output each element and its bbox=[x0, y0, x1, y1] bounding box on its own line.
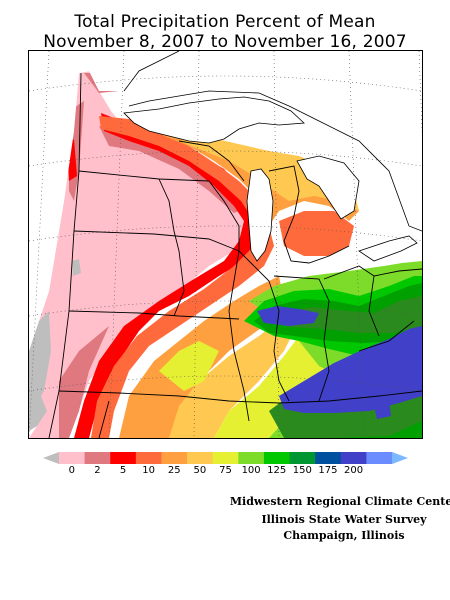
region-200-plus bbox=[257, 306, 319, 326]
upper-left-white bbox=[29, 51, 179, 351]
border-line bbox=[78, 170, 210, 182]
lake-michigan bbox=[247, 169, 273, 261]
legend-below-min-arrow bbox=[43, 452, 59, 464]
legend-color-bin bbox=[289, 452, 316, 464]
legend-colorbar bbox=[43, 452, 408, 464]
graticule-line bbox=[29, 150, 422, 167]
map-subtitle: November 8, 2007 to November 16, 2007 bbox=[43, 32, 407, 52]
legend-tick-label: 0 bbox=[68, 465, 75, 476]
legend-tick-label: 200 bbox=[344, 465, 364, 476]
graticule-line bbox=[193, 51, 200, 438]
border-line bbox=[98, 400, 110, 438]
region-2-5-south bbox=[59, 326, 109, 438]
border-line bbox=[273, 275, 330, 402]
map-canvas bbox=[29, 51, 422, 438]
legend-color-bin bbox=[263, 452, 291, 464]
legend-color-bin bbox=[366, 452, 393, 464]
legend-tick-label: 125 bbox=[267, 465, 287, 476]
color-legend: 0 2 5 10 25 50 75 100 125 150 175 200 bbox=[43, 452, 408, 480]
graticule bbox=[29, 51, 422, 438]
region-200-plus-small bbox=[374, 401, 391, 419]
lower-left-white bbox=[29, 426, 37, 438]
region-10-25-east bbox=[279, 211, 354, 256]
shoreline bbox=[358, 235, 418, 262]
legend-tick-label: 175 bbox=[318, 465, 338, 476]
legend-color-bin bbox=[135, 452, 162, 464]
legend-tick-label: 2 bbox=[94, 465, 101, 476]
region-200-plus-south bbox=[279, 326, 422, 413]
region-missing-left bbox=[29, 311, 51, 416]
legend-tick-label: 100 bbox=[241, 465, 261, 476]
border-line bbox=[48, 72, 82, 438]
region-missing-small bbox=[72, 259, 81, 276]
lake-erie bbox=[359, 236, 417, 261]
region-50-75 bbox=[179, 136, 359, 211]
graticule-line bbox=[273, 51, 280, 438]
graticule-line bbox=[348, 51, 365, 438]
upper-ne-white bbox=[124, 51, 422, 231]
lake-outlines bbox=[123, 51, 422, 262]
precip-field bbox=[29, 71, 422, 438]
border-line bbox=[178, 140, 245, 182]
region-missing-left-low bbox=[29, 396, 47, 431]
border-line bbox=[238, 250, 290, 402]
region-5-10 bbox=[74, 113, 259, 438]
legend-color-bin bbox=[84, 452, 111, 464]
border-line bbox=[358, 320, 415, 352]
legend-tick-label: 75 bbox=[219, 465, 232, 476]
region-50-75-south bbox=[169, 316, 294, 438]
legend-tick-label: 5 bbox=[119, 465, 127, 476]
lake-superior bbox=[124, 97, 304, 143]
graticule-line bbox=[29, 51, 50, 438]
legend-tick-label: 50 bbox=[193, 465, 207, 476]
credit-organization: Midwestern Regional Climate Center bbox=[229, 495, 450, 508]
lakes bbox=[29, 51, 422, 438]
graticule-line bbox=[29, 300, 422, 317]
shoreline bbox=[123, 96, 305, 144]
graticule-line bbox=[418, 51, 422, 137]
region-10-25 bbox=[91, 116, 274, 438]
legend-above-max-arrow bbox=[392, 452, 408, 464]
graticule-line bbox=[108, 51, 125, 438]
legend-tick-label: 10 bbox=[142, 465, 156, 476]
region-75-100-mid bbox=[159, 341, 219, 391]
legend-tick-label: 150 bbox=[292, 465, 312, 476]
credit-agency: Illinois State Water Survey bbox=[261, 513, 427, 526]
legend-color-bin bbox=[161, 452, 188, 464]
shoreline bbox=[296, 155, 360, 220]
legend-color-bin bbox=[340, 452, 367, 464]
legend-color-bin bbox=[110, 452, 137, 464]
legend-color-bin bbox=[59, 452, 86, 464]
graticule-line bbox=[29, 75, 422, 92]
border-line bbox=[58, 390, 180, 397]
graticule-line bbox=[29, 225, 422, 242]
legend-tick-label: 25 bbox=[167, 465, 181, 476]
border-line bbox=[158, 178, 185, 317]
legend-color-bin bbox=[187, 452, 214, 464]
border-line bbox=[208, 180, 250, 422]
border-line bbox=[73, 230, 240, 252]
graticule-line bbox=[29, 375, 422, 392]
precipitation-map bbox=[28, 50, 423, 439]
border-line bbox=[373, 268, 422, 277]
lake-huron bbox=[297, 156, 359, 219]
map-title: Total Precipitation Percent of Mean bbox=[74, 12, 376, 32]
border-line bbox=[178, 390, 422, 404]
shoreline bbox=[128, 90, 422, 232]
legend-color-bin bbox=[315, 452, 342, 464]
border-line bbox=[68, 310, 240, 320]
legend-color-bin bbox=[212, 452, 239, 464]
shoreline bbox=[123, 51, 180, 92]
state-borders bbox=[48, 72, 422, 438]
shoreline bbox=[246, 168, 274, 262]
legend-color-bin bbox=[238, 452, 265, 464]
border-line bbox=[268, 165, 350, 264]
region-2-5-upper bbox=[99, 126, 244, 213]
credit-location: Champaign, Illinois bbox=[283, 529, 405, 542]
region-75-100 bbox=[214, 336, 329, 438]
